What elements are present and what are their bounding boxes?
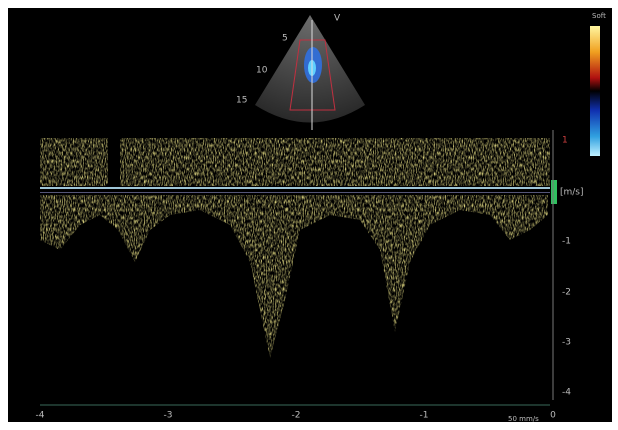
baseline <box>40 187 550 189</box>
sweep-speed: 50 mm/s <box>508 415 539 423</box>
time-label: -3 <box>164 411 173 421</box>
baseline <box>40 192 550 193</box>
velocity-label: -1 <box>562 237 571 247</box>
depth-label: 15 <box>236 96 247 106</box>
time-label: -2 <box>292 411 301 421</box>
color-map-label: Soft <box>592 12 606 20</box>
velocity-label: -2 <box>562 288 571 298</box>
velocity-label: -3 <box>562 338 571 348</box>
depth-label: 10 <box>256 66 268 76</box>
baseline-marker <box>551 180 557 204</box>
color-bar <box>590 26 600 156</box>
velocity-label: 1 <box>562 136 568 146</box>
time-label: -4 <box>36 411 45 421</box>
velocity-label: -4 <box>562 388 571 398</box>
ultrasound-screen: V 5 10 15 Soft 1 [m/s] -1 -2 -3 -4 -4 -3… <box>0 0 618 430</box>
velocity-unit: [m/s] <box>560 188 584 198</box>
page: V 5 10 15 Soft 1 [m/s] -1 -2 -3 -4 -4 -3… <box>0 0 618 430</box>
depth-label: 5 <box>282 34 288 44</box>
view-label: V <box>334 14 341 24</box>
time-label: 0 <box>550 411 556 421</box>
time-label: -1 <box>420 411 429 421</box>
